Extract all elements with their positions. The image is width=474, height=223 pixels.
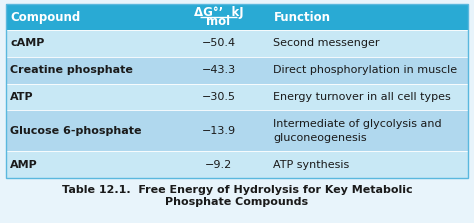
Text: Direct phosphorylation in muscle: Direct phosphorylation in muscle [273, 65, 457, 75]
Text: Second messenger: Second messenger [273, 38, 380, 48]
Bar [6, 151, 468, 178]
Bar [6, 30, 468, 57]
Text: AMP: AMP [10, 160, 38, 170]
Text: Function: Function [273, 10, 330, 24]
Text: Energy turnover in all cell types: Energy turnover in all cell types [273, 92, 451, 102]
Text: −50.4: −50.4 [201, 38, 236, 48]
Text: −43.3: −43.3 [201, 65, 236, 75]
Bar [6, 57, 468, 83]
Text: gluconeogenesis: gluconeogenesis [273, 133, 367, 143]
Text: mol: mol [207, 15, 230, 28]
Text: ΔG°’  kJ: ΔG°’ kJ [194, 6, 243, 19]
Text: −30.5: −30.5 [201, 92, 236, 102]
Text: cAMP: cAMP [10, 38, 45, 48]
Bar [6, 4, 468, 178]
Text: Intermediate of glycolysis and: Intermediate of glycolysis and [273, 119, 442, 128]
Bar [6, 83, 468, 110]
Text: Glucose 6-phosphate: Glucose 6-phosphate [10, 126, 142, 136]
Text: Compound: Compound [10, 10, 81, 24]
Text: Creatine phosphate: Creatine phosphate [10, 65, 133, 75]
Text: −13.9: −13.9 [201, 126, 236, 136]
Bar [6, 110, 468, 151]
Text: ATP synthesis: ATP synthesis [273, 160, 350, 170]
Text: Table 12.1.  Free Energy of Hydrolysis for Key Metabolic
Phosphate Compounds: Table 12.1. Free Energy of Hydrolysis fo… [62, 186, 412, 207]
Bar [6, 4, 468, 30]
Text: −9.2: −9.2 [205, 160, 232, 170]
Text: ATP: ATP [10, 92, 34, 102]
